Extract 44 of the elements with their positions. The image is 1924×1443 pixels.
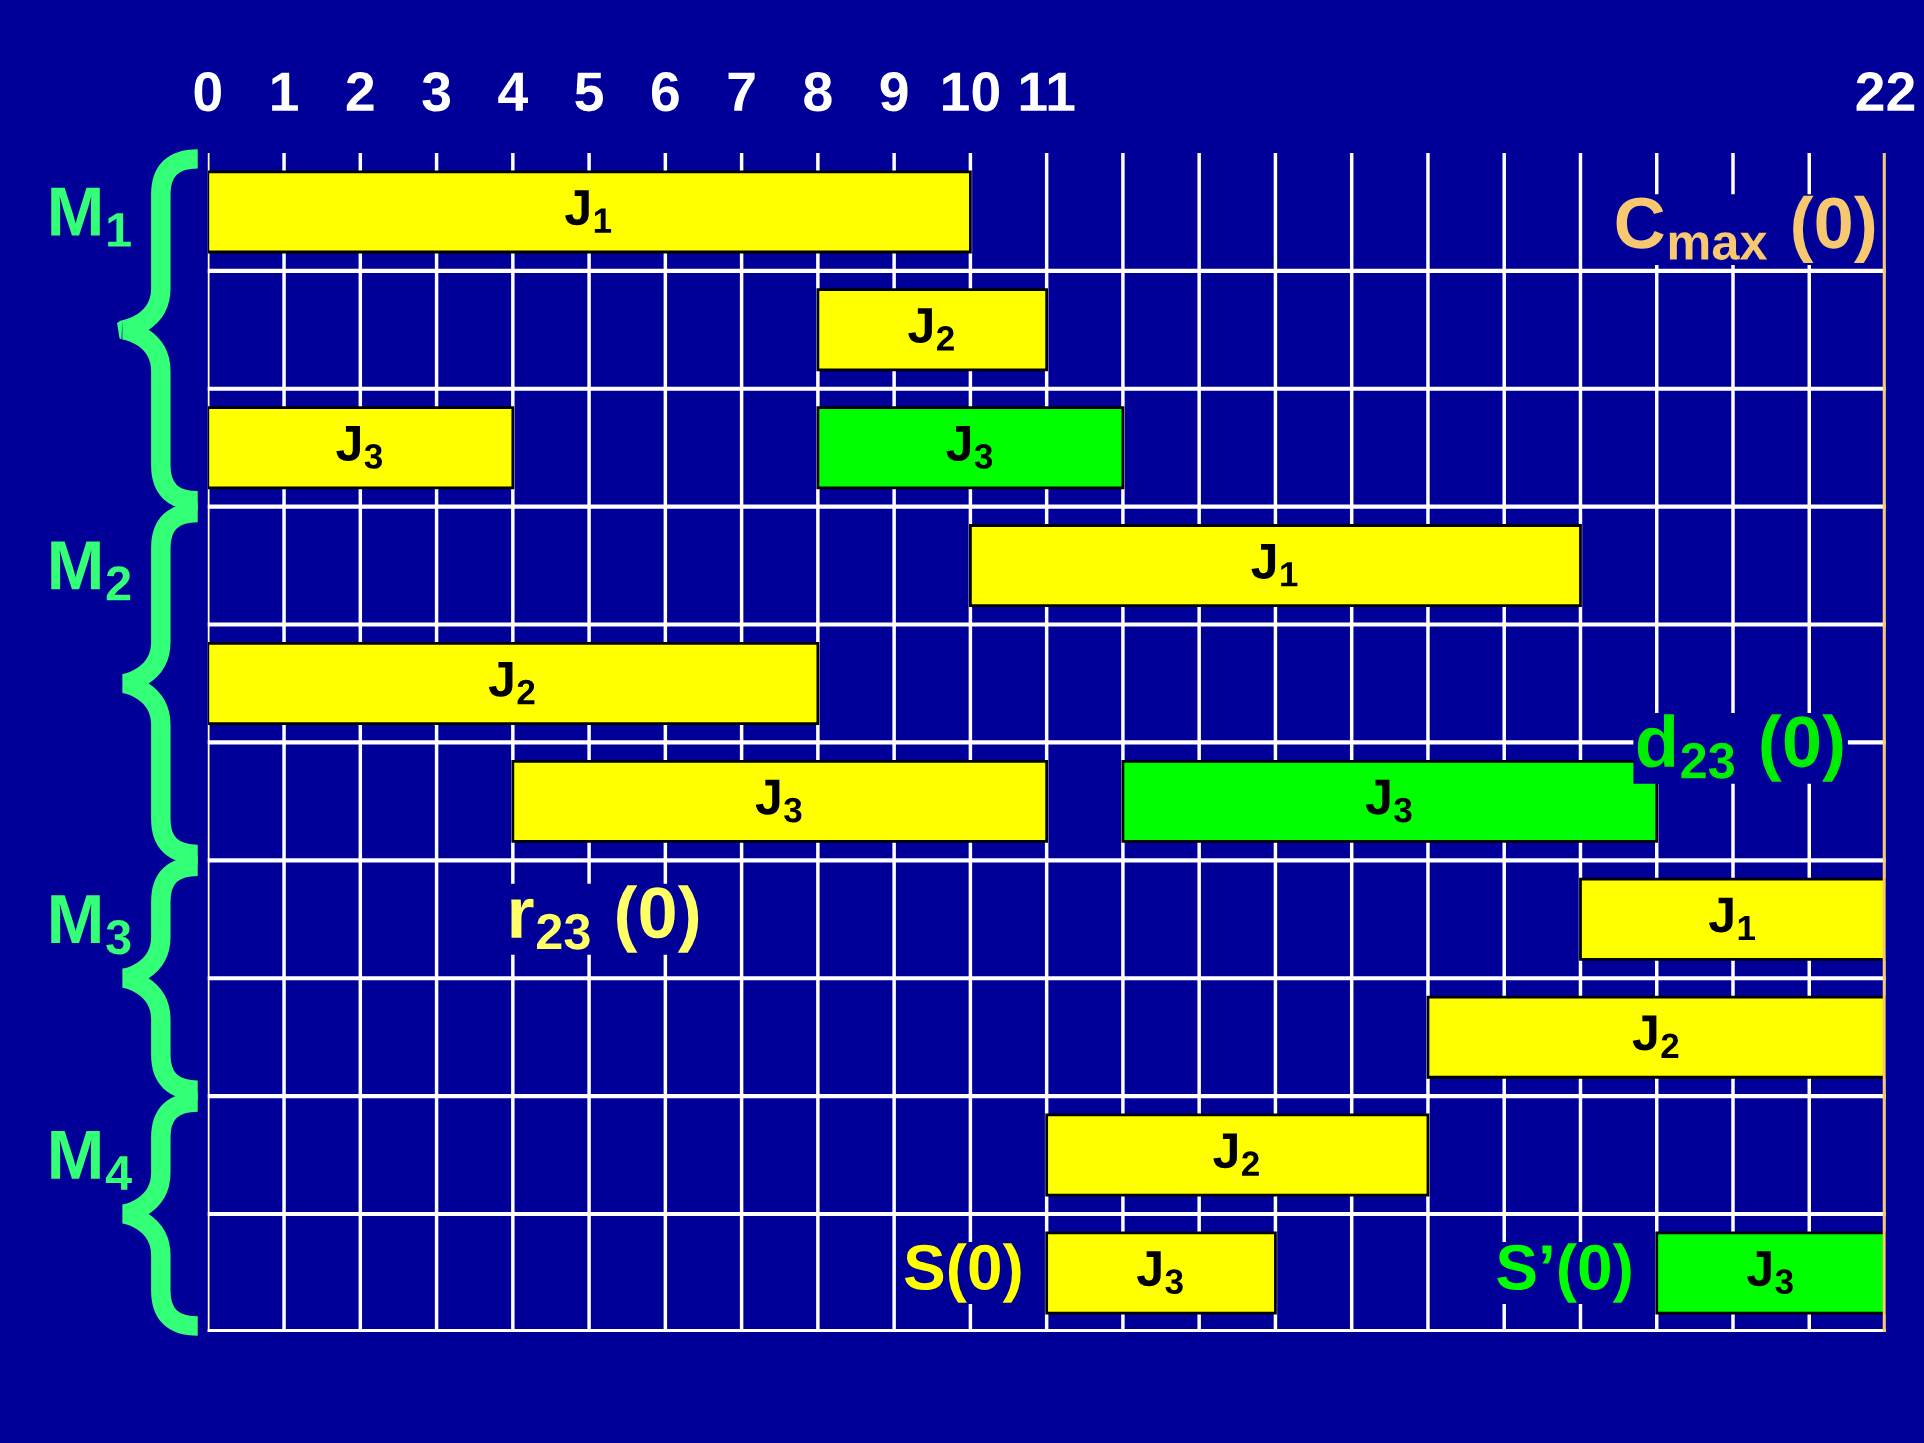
category-label: J$_{3}$ (1747, 1251, 1793, 1295)
y-tick-label: J$_{2}$ (488, 661, 535, 705)
bar (1426, 995, 1886, 1079)
x-tick-label: 11 (1020, 72, 1075, 111)
series-label: S(0) (904, 1243, 1021, 1303)
x-tick-label: 9 (880, 72, 908, 112)
y-tick-label: J$_{1}$ (565, 190, 612, 233)
bar (207, 406, 515, 490)
bar (1045, 1231, 1277, 1315)
x-tick-label: 4 (498, 72, 528, 111)
x-tick-label: 8 (804, 72, 832, 112)
x-tick-label: 0 (194, 72, 221, 112)
bar (1655, 1231, 1886, 1315)
bar (816, 406, 1125, 490)
y-tick-label: J$_{2}$ (1632, 1015, 1679, 1058)
y-tick-label: J$_{1}$ (1251, 544, 1298, 587)
bar (207, 170, 972, 254)
x-tick-label: 22 (1856, 72, 1915, 111)
bar (816, 288, 1049, 372)
bar (511, 759, 1049, 843)
y-tick-label: J$_{2}$ (908, 308, 954, 351)
text: M$_{1}$ (51, 187, 131, 247)
category-label: J$_{3}$ (946, 426, 993, 469)
bar (207, 642, 820, 725)
x-tick-label: 3 (422, 72, 451, 112)
x-tick-label: 7 (728, 72, 755, 111)
text: M$_{2}$ (51, 541, 131, 601)
y-tick-label: J$_{2}$ (1213, 1133, 1259, 1176)
category-label: J$_{3}$ (1365, 779, 1412, 823)
ref-line-label: C$_{max}$ (0) (1616, 195, 1875, 263)
bar (1579, 877, 1886, 961)
x-tick-label: 1 (272, 72, 298, 111)
x-tick-label: 10 (943, 72, 1000, 112)
text: M$_{4}$ (51, 1130, 132, 1190)
bar (969, 524, 1582, 608)
series-label: S’(0) (1497, 1243, 1631, 1303)
x-tick-label: 5 (575, 72, 603, 112)
annotation: d$_{23}$ (0) (1637, 714, 1843, 782)
y-tick-label: J$_{1}$ (1709, 897, 1756, 941)
bar (1045, 1113, 1430, 1197)
x-tick-label: 2 (346, 72, 374, 111)
annotation: r$_{23}$ (0) (511, 885, 699, 953)
x-tick-label: 6 (651, 72, 679, 112)
text: M$_{3}$ (51, 895, 131, 955)
